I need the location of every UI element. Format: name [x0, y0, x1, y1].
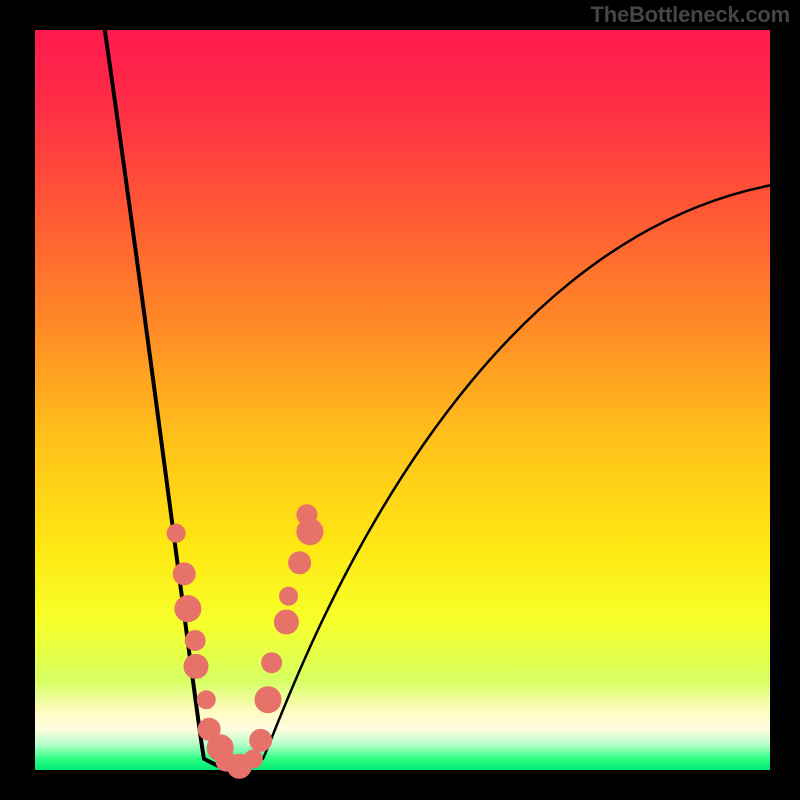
data-point — [197, 691, 215, 709]
data-point — [173, 563, 195, 585]
data-point — [244, 750, 262, 768]
data-point — [175, 596, 201, 622]
watermark-text: TheBottleneck.com — [590, 2, 790, 28]
data-point — [289, 552, 311, 574]
data-point — [255, 687, 281, 713]
data-point — [184, 654, 208, 678]
data-point — [167, 524, 185, 542]
data-point — [185, 631, 205, 651]
bottleneck-chart — [0, 0, 800, 800]
data-point — [250, 729, 272, 751]
plot-gradient — [35, 30, 770, 770]
data-point — [262, 653, 282, 673]
data-point — [274, 610, 298, 634]
data-point — [297, 505, 317, 525]
data-point — [280, 587, 298, 605]
chart-container: TheBottleneck.com — [0, 0, 800, 800]
